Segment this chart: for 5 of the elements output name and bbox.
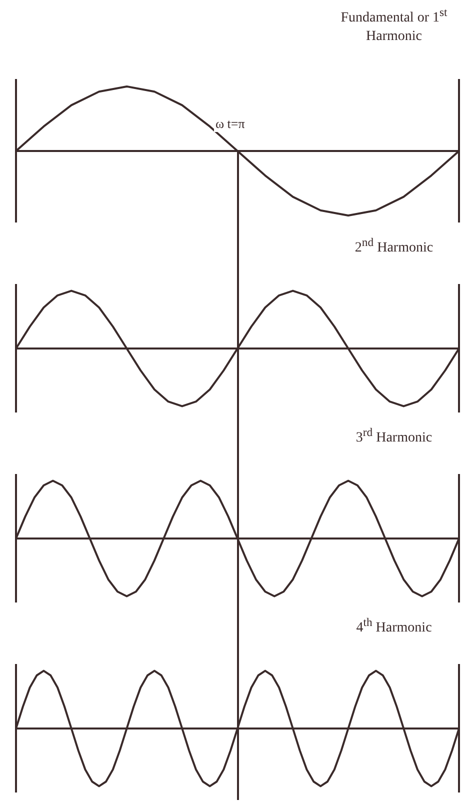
chart-title: Fundamental or 1$^{st}$ Harmonic: [340, 6, 448, 44]
annotation: ω t=π: [214, 116, 247, 132]
chart-title: 3$^{rd}$ Harmonic: [354, 425, 434, 448]
chart-title: 4$^{th}$ Harmonic: [355, 615, 433, 638]
chart-title: 2$^{nd}$ Harmonic: [354, 235, 434, 258]
